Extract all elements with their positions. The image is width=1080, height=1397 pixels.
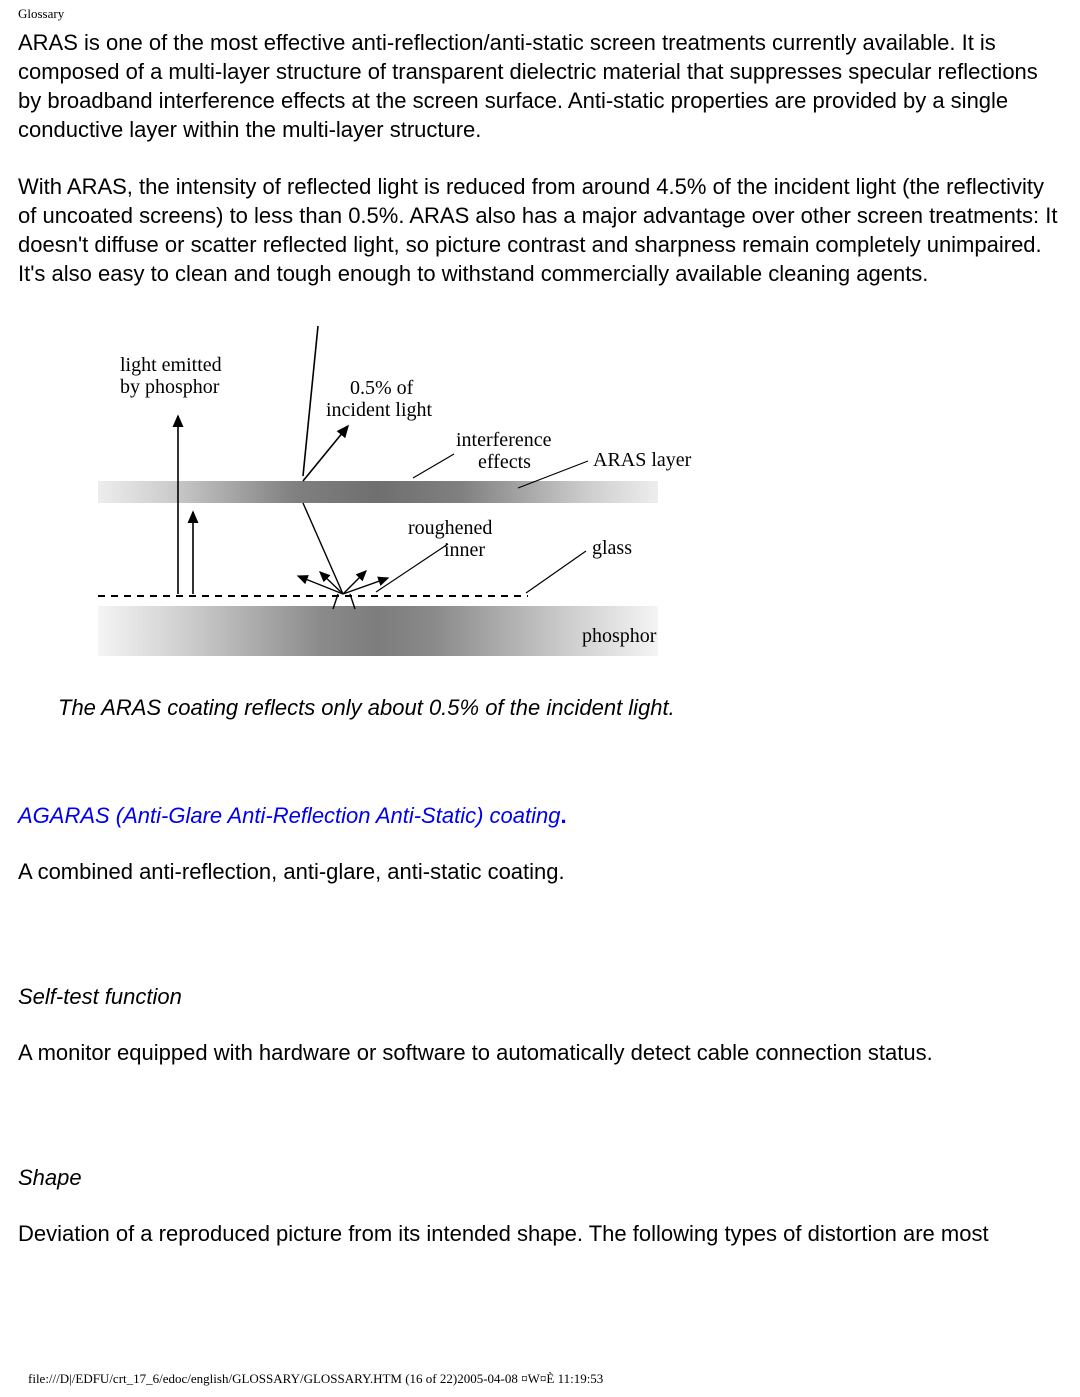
agaras-body: A combined anti-reflection, anti-glare, … bbox=[18, 857, 1062, 886]
selftest-heading: Self-test function bbox=[18, 984, 1062, 1010]
reflected-light-arrow bbox=[303, 426, 348, 481]
callout-roughened bbox=[376, 544, 448, 592]
page-root: Glossary ARAS is one of the most effecti… bbox=[0, 0, 1080, 1397]
agaras-heading-dot: . bbox=[560, 803, 566, 828]
scatter-arrows bbox=[298, 503, 388, 609]
label-light-emitted-1: light emitted bbox=[120, 354, 222, 376]
aras-diagram-svg: light emitted by phosphor 0.5% of incide… bbox=[58, 316, 698, 676]
label-interference-1: interference bbox=[456, 429, 552, 451]
label-glass: glass bbox=[592, 537, 632, 559]
section-agaras: AGARAS (Anti-Glare Anti-Reflection Anti-… bbox=[18, 803, 1062, 886]
page-header-title: Glossary bbox=[18, 0, 1062, 22]
label-light-emitted-2: by phosphor bbox=[120, 376, 220, 398]
section-shape: Shape Deviation of a reproduced picture … bbox=[18, 1165, 1062, 1248]
label-roughened: roughened bbox=[408, 517, 492, 539]
paragraph-aras-1: ARAS is one of the most effective anti-r… bbox=[18, 28, 1062, 144]
aras-layer-band bbox=[98, 481, 658, 503]
callout-glass bbox=[526, 551, 586, 593]
incident-ray bbox=[303, 326, 318, 476]
spacer-3 bbox=[18, 1095, 1062, 1165]
label-aras-layer: ARAS layer bbox=[593, 449, 692, 471]
phosphor-band bbox=[98, 606, 658, 656]
footer-filepath: file:///D|/EDFU/crt_17_6/edoc/english/GL… bbox=[28, 1371, 603, 1387]
shape-body: Deviation of a reproduced picture from i… bbox=[18, 1219, 1062, 1248]
callout-interference bbox=[413, 454, 454, 478]
selftest-body: A monitor equipped with hardware or soft… bbox=[18, 1038, 1062, 1067]
section-selftest: Self-test function A monitor equipped wi… bbox=[18, 984, 1062, 1067]
spacer-1 bbox=[18, 721, 1062, 803]
shape-heading: Shape bbox=[18, 1165, 1062, 1191]
paragraph-aras-2: With ARAS, the intensity of reflected li… bbox=[18, 172, 1062, 288]
agaras-heading-link[interactable]: AGARAS (Anti-Glare Anti-Reflection Anti-… bbox=[18, 803, 560, 828]
spacer-2 bbox=[18, 914, 1062, 984]
label-inner: inner bbox=[444, 539, 485, 561]
label-phosphor: phosphor bbox=[582, 625, 657, 647]
label-pct-2: incident light bbox=[326, 399, 433, 421]
diagram-caption: The ARAS coating reflects only about 0.5… bbox=[58, 695, 1062, 721]
label-interference-2: effects bbox=[478, 451, 531, 473]
label-pct-1: 0.5% of bbox=[350, 377, 414, 399]
aras-diagram: light emitted by phosphor 0.5% of incide… bbox=[58, 316, 698, 681]
